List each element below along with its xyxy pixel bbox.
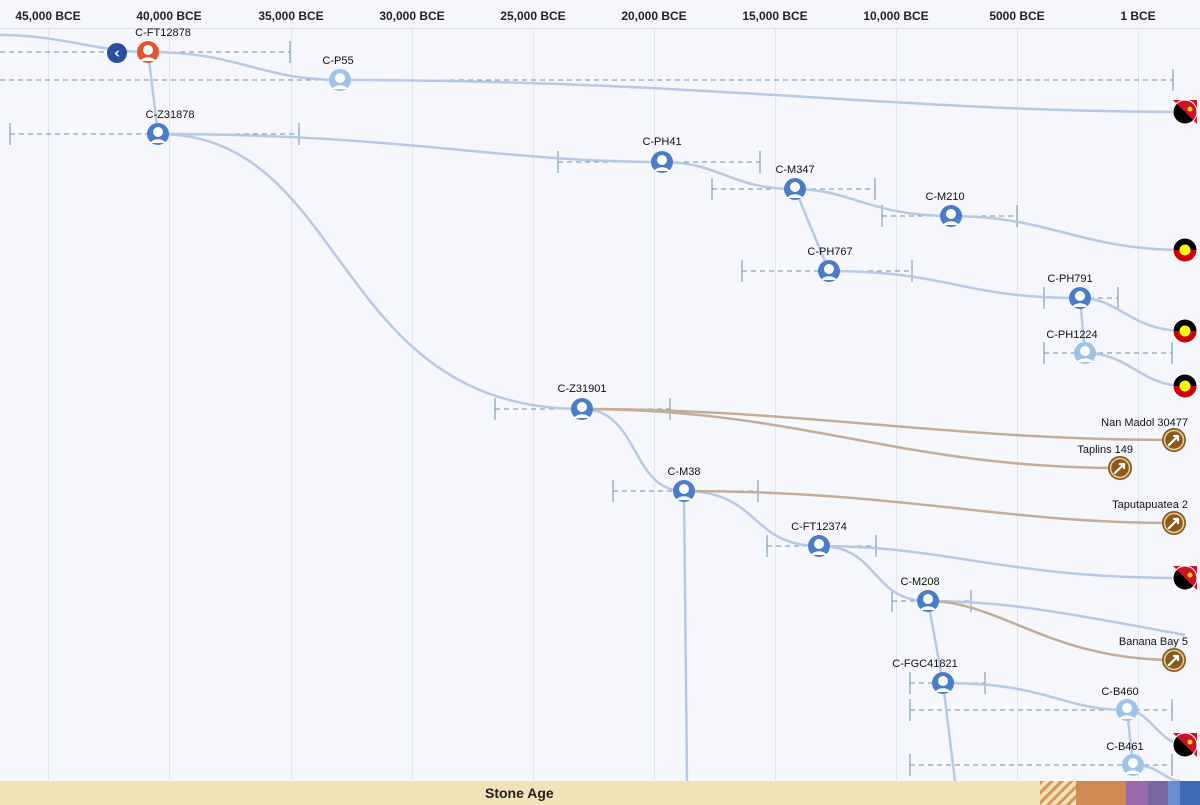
node-p55[interactable] <box>329 69 351 91</box>
node-label: C-FT12878 <box>135 27 191 39</box>
node-m208[interactable] <box>917 590 939 612</box>
node-label: C-Z31878 <box>146 109 195 121</box>
grid-line <box>169 28 170 780</box>
grid-line <box>1138 28 1139 780</box>
node-m38[interactable] <box>673 480 695 502</box>
sample-label: Nan Madol 30477 <box>1101 417 1188 429</box>
axis-tick: 10,000 BCE <box>863 9 929 23</box>
ancient-branch <box>683 489 1175 525</box>
branch <box>942 681 1186 747</box>
node-label: C-PH1224 <box>1046 329 1097 341</box>
era-segment <box>1148 781 1168 805</box>
node-label: C-M38 <box>667 466 700 478</box>
sample-icon-nan-madol[interactable] <box>1160 426 1188 454</box>
back-chevron-icon: ‹ <box>114 44 120 62</box>
node-fgc41821[interactable] <box>932 672 954 694</box>
node-label: C-PH767 <box>807 246 852 258</box>
grid-line <box>48 28 49 780</box>
node-label: C-B461 <box>1106 741 1143 753</box>
sample-icon-banana-bay[interactable] <box>1160 646 1188 674</box>
node-z31901[interactable] <box>571 398 593 420</box>
axis-tick: 25,000 BCE <box>500 9 566 23</box>
node-label: C-Z31901 <box>558 383 607 395</box>
node-m347[interactable] <box>784 178 806 200</box>
timeline-axis: 45,000 BCE 40,000 BCE 35,000 BCE 30,000 … <box>0 0 1200 29</box>
node-ft12878[interactable] <box>137 41 159 63</box>
node-label: C-FT12374 <box>791 521 847 533</box>
node-label: C-P55 <box>322 55 353 67</box>
lineage-tree: ‹ C-FT12878 C-P55 C-Z31878 C-PH41 C-M347… <box>0 27 1198 781</box>
era-segment <box>1168 781 1180 805</box>
node-label: C-PH791 <box>1047 273 1092 285</box>
sample-icon-taplins[interactable] <box>1106 454 1134 482</box>
grid-line <box>775 28 776 780</box>
axis-tick: 20,000 BCE <box>621 9 687 23</box>
node-ft12374[interactable] <box>808 535 830 557</box>
node-label: C-FGC41821 <box>892 658 957 670</box>
aboriginal-flag-icon[interactable] <box>1172 237 1198 263</box>
era-segment <box>1126 781 1148 805</box>
branch <box>157 132 1186 252</box>
branch <box>941 682 957 781</box>
branch <box>926 600 945 684</box>
node-ph41[interactable] <box>651 151 673 173</box>
grid-line <box>654 28 655 780</box>
papua-new-guinea-flag-icon[interactable] <box>1172 565 1198 591</box>
branch <box>793 188 831 272</box>
ancient-branch <box>927 599 1175 662</box>
papua-new-guinea-flag-icon[interactable] <box>1172 99 1198 125</box>
branch <box>682 490 689 781</box>
node-label: C-PH41 <box>642 136 681 148</box>
axis-tick: 1 BCE <box>1120 9 1156 23</box>
branch <box>1084 351 1186 388</box>
node-label: C-B460 <box>1101 686 1138 698</box>
sample-icon-taputapuatea[interactable] <box>1160 509 1188 537</box>
aboriginal-flag-icon[interactable] <box>1172 373 1198 399</box>
range-bar <box>1043 342 1173 364</box>
node-ph1224[interactable] <box>1074 342 1096 364</box>
node-label: C-M347 <box>775 164 814 176</box>
ancient-branches <box>581 407 1175 662</box>
era-segment <box>1076 781 1126 805</box>
sample-label: Taputapuatea 2 <box>1112 499 1188 511</box>
back-button[interactable]: ‹ <box>107 43 127 63</box>
node-ph791[interactable] <box>1069 287 1091 309</box>
axis-tick: 15,000 BCE <box>742 9 808 23</box>
era-segment <box>1040 781 1076 805</box>
branch <box>146 51 160 135</box>
node-ph767[interactable] <box>818 260 840 282</box>
axis-tick: 5000 BCE <box>989 9 1045 23</box>
axis-tick: 45,000 BCE <box>15 9 81 23</box>
grid-line <box>1017 28 1018 780</box>
branch <box>0 33 149 54</box>
branch <box>147 50 1186 114</box>
sample-label: Taplins 149 <box>1077 444 1133 456</box>
node-b461[interactable] <box>1122 754 1144 776</box>
branch <box>828 269 1186 333</box>
range-bar <box>0 69 1174 91</box>
branch <box>157 132 583 411</box>
grid-line <box>412 28 413 780</box>
branch <box>581 407 685 493</box>
grid-line <box>291 28 292 780</box>
era-bar: Stone Age <box>0 781 1200 805</box>
grid-line <box>896 28 897 780</box>
node-label: C-M210 <box>925 191 964 203</box>
branch <box>683 489 1186 580</box>
ancient-branch <box>581 407 1121 470</box>
ancient-branch <box>581 407 1175 442</box>
node-b460[interactable] <box>1116 699 1138 721</box>
axis-tick: 40,000 BCE <box>136 9 202 23</box>
era-label: Stone Age <box>485 785 554 801</box>
aboriginal-flag-icon[interactable] <box>1172 318 1198 344</box>
era-segment <box>1180 781 1200 805</box>
branch <box>818 544 1186 637</box>
node-label: C-M208 <box>900 576 939 588</box>
axis-tick: 30,000 BCE <box>379 9 445 23</box>
node-m210[interactable] <box>940 205 962 227</box>
node-z31878[interactable] <box>147 123 169 145</box>
papua-new-guinea-flag-icon[interactable] <box>1172 732 1198 758</box>
axis-tick: 35,000 BCE <box>258 9 324 23</box>
sample-label: Banana Bay 5 <box>1119 636 1188 648</box>
